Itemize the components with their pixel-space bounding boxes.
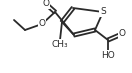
Text: HO: HO — [101, 51, 115, 59]
Text: O: O — [119, 29, 126, 38]
Text: O: O — [43, 0, 50, 8]
Text: O: O — [39, 19, 46, 28]
Text: CH₃: CH₃ — [52, 40, 68, 49]
Text: S: S — [100, 8, 106, 16]
